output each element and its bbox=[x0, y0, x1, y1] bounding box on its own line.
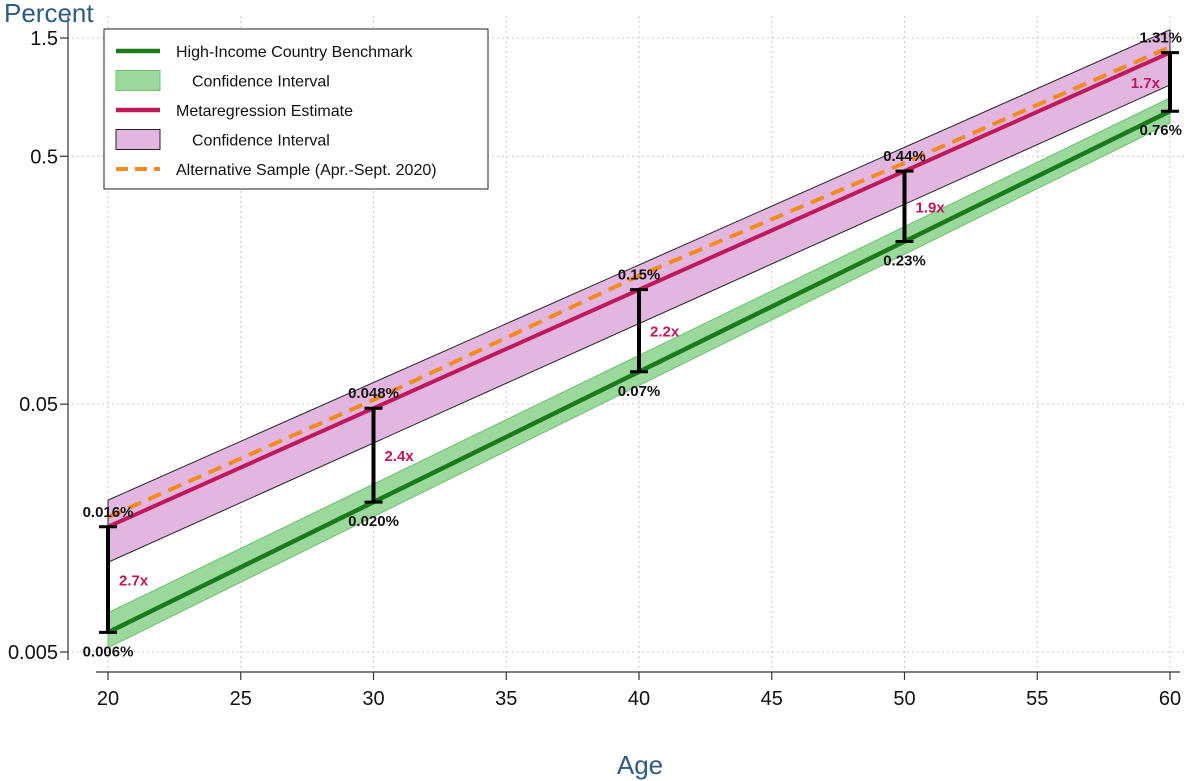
low-value-label: 0.006% bbox=[83, 643, 134, 660]
x-tick-label: 35 bbox=[495, 688, 517, 710]
ratio-label: 2.4x bbox=[385, 448, 415, 465]
low-value-label: 0.07% bbox=[618, 383, 661, 400]
y-axis-title: Percent bbox=[4, 0, 94, 28]
low-value-label: 0.020% bbox=[348, 513, 399, 530]
legend: High-Income Country Benchmark Confidence … bbox=[103, 28, 489, 190]
x-tick-label: 50 bbox=[893, 688, 915, 710]
high-value-label: 1.31% bbox=[1139, 30, 1182, 47]
ratio-label: 1.9x bbox=[916, 199, 946, 216]
legend-label: High-Income Country Benchmark bbox=[176, 44, 414, 61]
y-tick-label: 0.5 bbox=[30, 146, 58, 168]
y-tick-label: 0.005 bbox=[8, 642, 58, 664]
comparison-bars bbox=[99, 51, 1179, 634]
high-value-label: 0.016% bbox=[83, 504, 134, 521]
x-tick-label: 55 bbox=[1026, 688, 1048, 710]
low-value-label: 0.23% bbox=[883, 252, 926, 269]
high-value-label: 0.048% bbox=[348, 385, 399, 402]
y-tick-label: 1.5 bbox=[30, 28, 58, 50]
x-tick-label: 60 bbox=[1159, 688, 1181, 710]
legend-label: Confidence Interval bbox=[192, 133, 330, 150]
legend-box bbox=[103, 28, 489, 190]
legend-label: Confidence Interval bbox=[192, 74, 330, 91]
legend-band-key bbox=[115, 70, 161, 91]
x-tick-label: 45 bbox=[761, 688, 783, 710]
high-value-label: 0.15% bbox=[618, 267, 661, 284]
legend-label: Metaregression Estimate bbox=[176, 103, 353, 120]
ratio-label: 2.2x bbox=[650, 324, 680, 341]
legend-label: Alternative Sample (Apr.-Sept. 2020) bbox=[176, 162, 437, 179]
ratio-label: 2.7x bbox=[119, 573, 149, 590]
x-tick-label: 25 bbox=[230, 688, 252, 710]
x-tick-label: 40 bbox=[628, 688, 650, 710]
high-value-label: 0.44% bbox=[883, 148, 926, 165]
ratio-label: 1.7x bbox=[1131, 75, 1161, 92]
x-tick-label: 30 bbox=[362, 688, 384, 710]
alternative-sample-line bbox=[107, 45, 1171, 519]
low-value-label: 0.76% bbox=[1139, 122, 1182, 139]
legend-band-key bbox=[115, 129, 161, 150]
axes: 0.005 0.05 0.5 1.5 20 25 30 35 40 45 50 55 60 bbox=[8, 16, 1181, 710]
x-tick-label: 20 bbox=[97, 688, 119, 710]
data-labels: 0.016% 0.006% 2.7x 0.048% 0.020% 2.4x 0.15% 0.0… bbox=[83, 30, 1182, 661]
y-tick-label: 0.05 bbox=[19, 394, 58, 416]
x-axis-title: Age bbox=[617, 750, 663, 780]
